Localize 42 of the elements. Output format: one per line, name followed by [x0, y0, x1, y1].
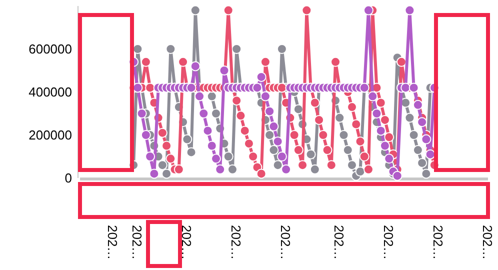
point — [182, 134, 192, 144]
x-tick-label: 202… — [179, 225, 194, 260]
x-tick-label: 202… — [332, 225, 347, 260]
point — [417, 158, 428, 168]
point — [190, 5, 200, 16]
x-tick-label: 202… — [104, 225, 120, 260]
point — [412, 145, 423, 156]
point — [276, 44, 287, 54]
y-tick-label: 0 — [64, 170, 72, 186]
point — [334, 112, 345, 123]
point — [268, 145, 279, 156]
point — [227, 164, 238, 174]
x-tick-label: 202… — [130, 225, 145, 260]
y-tick-label: 600000 — [28, 42, 72, 57]
point — [211, 108, 221, 118]
point — [157, 160, 168, 170]
point — [223, 152, 234, 162]
point — [408, 130, 419, 140]
point — [421, 168, 432, 179]
point — [186, 147, 196, 158]
point — [132, 44, 143, 54]
point — [310, 164, 320, 174]
point — [232, 44, 242, 54]
x-tick-label: 202… — [430, 225, 446, 260]
x-tick-label: 202… — [278, 225, 294, 260]
point — [404, 112, 415, 123]
point — [342, 145, 353, 156]
point — [264, 130, 275, 140]
y-tick-label: 200000 — [28, 128, 72, 143]
y-tick-label: 400000 — [28, 84, 72, 100]
point — [166, 44, 176, 54]
x-tick-label: 202… — [480, 225, 495, 260]
point — [272, 160, 283, 170]
point — [355, 166, 366, 177]
point — [306, 149, 316, 160]
x-tick-label: 202… — [381, 225, 396, 260]
point — [293, 104, 304, 114]
point — [206, 91, 217, 102]
point — [347, 160, 357, 170]
x-tick-label: 202… — [228, 225, 244, 260]
point — [338, 130, 349, 140]
point — [162, 168, 172, 179]
